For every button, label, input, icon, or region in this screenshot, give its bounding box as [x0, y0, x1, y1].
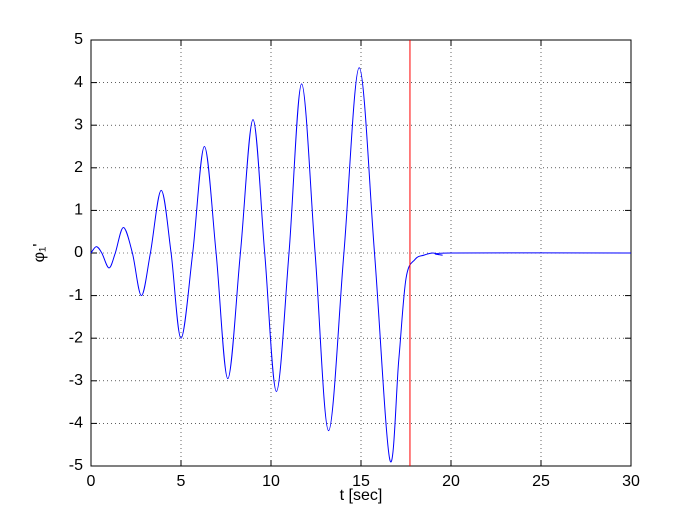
data-line — [90, 67, 632, 463]
x-axis-label: t [sec] — [340, 487, 383, 504]
x-tick-label: 10 — [262, 473, 280, 490]
x-tick-label: 15 — [352, 473, 370, 490]
x-tick-label: 5 — [177, 473, 186, 490]
y-tick-label: 4 — [74, 74, 83, 91]
x-tick-label: 30 — [622, 473, 640, 490]
y-tick-label: 1 — [74, 202, 83, 219]
y-tick-label: -2 — [69, 329, 83, 346]
y-tick-label: -3 — [69, 372, 83, 389]
y-tick-label: 5 — [74, 31, 83, 48]
x-tick-label: 0 — [87, 473, 96, 490]
y-tick-label: -5 — [69, 457, 83, 474]
y-tick-label: -4 — [69, 415, 83, 432]
y-tick-label: 0 — [74, 244, 83, 261]
y-tick-label: -1 — [69, 287, 83, 304]
y-axis-label: φ₁' — [31, 244, 48, 263]
x-tick-label: 20 — [442, 473, 460, 490]
y-tick-label: 3 — [74, 116, 83, 133]
x-tick-label: 25 — [532, 473, 550, 490]
y-tick-label: 2 — [74, 159, 83, 176]
